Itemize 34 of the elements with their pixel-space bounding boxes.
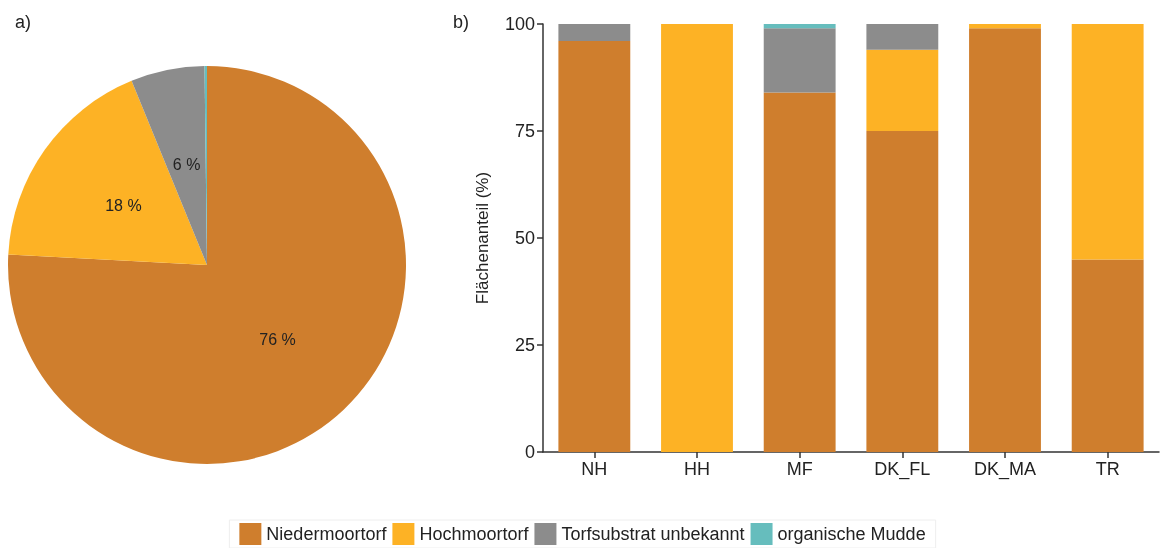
y-tick-label: 25 (514, 335, 535, 355)
bar (558, 24, 631, 42)
x-tick-label: MF (786, 459, 813, 479)
bar (661, 24, 733, 452)
legend-label: Torfsubstrat unbekannt (561, 524, 745, 544)
bar (866, 131, 939, 452)
chart-title: b) (453, 12, 470, 32)
chart-title: a) (15, 12, 32, 32)
x-tick-label: NH (581, 459, 608, 479)
x-tick-label: TR (1095, 459, 1120, 479)
bar (763, 92, 836, 452)
data-label: 6 % (172, 156, 201, 174)
bar (866, 24, 939, 50)
bar (763, 24, 836, 29)
data-label: 76 % (259, 330, 296, 348)
bar (558, 41, 631, 452)
legend-label: organische Mudde (777, 524, 926, 544)
y-tick-label: 100 (504, 14, 535, 34)
data-label: 18 % (105, 197, 142, 215)
legend-label: Niedermoortorf (266, 524, 388, 544)
bar (763, 28, 836, 93)
bar (969, 24, 1041, 29)
legend-label: Hochmoortorf (419, 524, 530, 544)
y-tick-label: 0 (524, 442, 535, 462)
y-tick-label: 75 (514, 121, 535, 141)
x-tick-label: DK_FL (874, 459, 931, 480)
x-tick-label: HH (684, 459, 710, 479)
bar (1071, 24, 1144, 260)
x-tick-label: DK_MA (973, 459, 1037, 480)
bar (1071, 259, 1144, 452)
bar (866, 49, 939, 131)
bar (969, 28, 1041, 452)
y-axis-title: Flächenanteil (%) (473, 171, 492, 305)
y-tick-label: 50 (514, 228, 535, 248)
